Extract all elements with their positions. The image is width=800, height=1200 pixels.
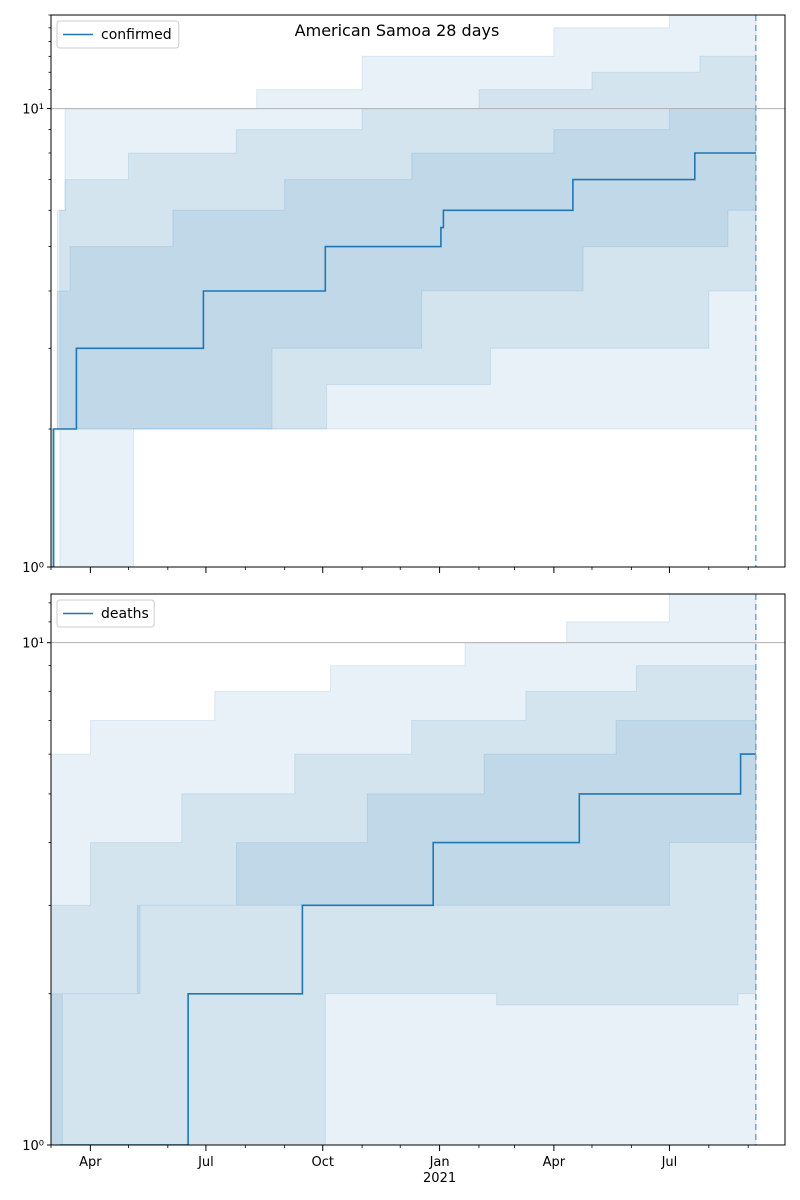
y-tick-label: 10⁰	[22, 561, 44, 576]
chart-title: American Samoa 28 days	[295, 21, 500, 40]
x-tick-label: Apr	[79, 1155, 102, 1170]
series-line-confirmed	[52, 152, 756, 567]
panel-confirmed: 10⁰ 10¹ confirmed	[22, 14, 786, 576]
x-tick-label: Jul	[197, 1155, 214, 1170]
legend: confirmed	[56, 20, 180, 49]
axes-frame	[50, 593, 786, 1146]
legend-label: confirmed	[101, 27, 172, 43]
legend-box	[56, 599, 155, 628]
confidence-band-2	[51, 55, 757, 567]
x-tick-label: Jul	[661, 1155, 678, 1170]
x-tick-label: Jan	[429, 1155, 450, 1170]
panel-deaths: 10⁰ 10¹ Apr Jul Oct Jan Apr Jul 2021 deaths	[22, 593, 786, 1186]
plot-area	[51, 594, 785, 1145]
x-tick-label: Apr	[543, 1155, 566, 1170]
confidence-band-1	[51, 15, 757, 567]
legend-label: deaths	[101, 606, 149, 622]
series-line-deaths	[59, 753, 756, 1145]
x-tick-label: Oct	[312, 1155, 334, 1170]
plot-area	[51, 15, 785, 567]
y-tick-label: 10¹	[22, 637, 44, 652]
x-year-label: 2021	[423, 1171, 456, 1186]
legend-box	[56, 20, 180, 49]
y-tick-label: 10¹	[22, 103, 44, 118]
legend: deaths	[56, 599, 155, 628]
y-tick-label: 10⁰	[22, 1139, 44, 1154]
